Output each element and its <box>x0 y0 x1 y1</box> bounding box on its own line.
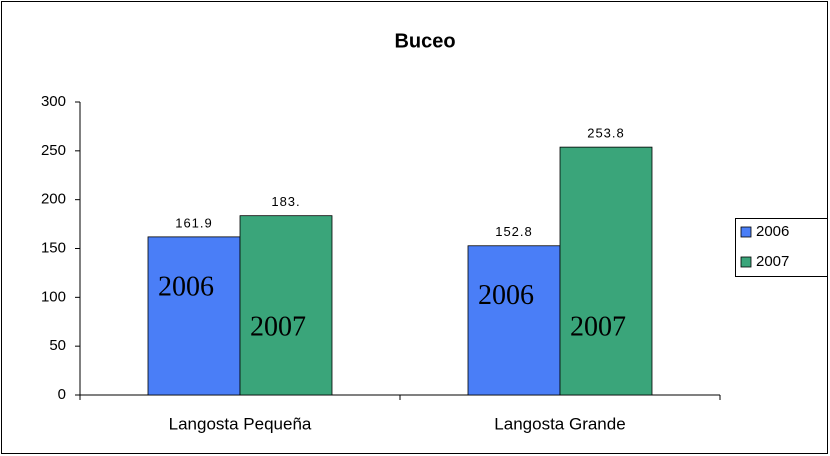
y-tick-label: 50 <box>49 337 66 354</box>
value-label: 253.8 <box>587 126 625 141</box>
bar <box>559 146 653 396</box>
bar <box>147 236 241 396</box>
bar <box>467 245 561 396</box>
legend-label: 2007 <box>756 253 789 270</box>
bar-series-label: 2006 <box>158 271 214 302</box>
legend-swatch <box>740 256 752 268</box>
bar-series-label: 2006 <box>478 280 534 311</box>
value-label: 152.8 <box>495 224 533 239</box>
y-tick-label: 300 <box>41 93 66 110</box>
y-tick-label: 250 <box>41 142 66 159</box>
legend-label: 2006 <box>756 223 789 240</box>
y-tick-label: 100 <box>41 288 66 305</box>
value-label: 183. <box>271 194 300 209</box>
bar <box>239 215 333 396</box>
y-tick-label: 150 <box>41 239 66 256</box>
bar-series-label: 2007 <box>250 311 306 342</box>
bar-series-label: 2007 <box>570 311 626 342</box>
x-tick-label: Langosta Grande <box>494 414 625 433</box>
y-tick-label: 200 <box>41 191 66 208</box>
legend-swatch <box>740 226 752 238</box>
value-label: 161.9 <box>175 215 213 230</box>
chart-title: Buceo <box>394 30 455 52</box>
y-tick-label: 0 <box>58 386 66 403</box>
x-tick-label: Langosta Pequeña <box>169 414 312 433</box>
